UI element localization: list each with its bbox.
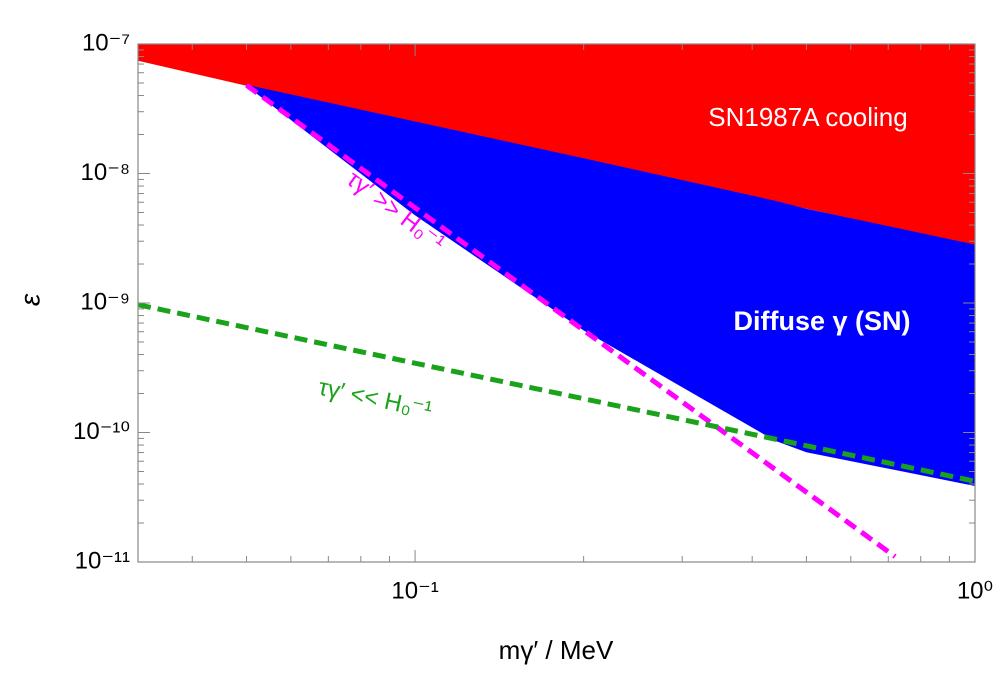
y-tick-label: 10⁻⁷	[82, 29, 130, 56]
line-label: τγ′ << H₀⁻¹	[316, 374, 434, 424]
y-tick-label: 10⁻¹¹	[75, 547, 130, 574]
y-tick-label: 10⁻¹⁰	[73, 418, 130, 445]
region-label: SN1987A cooling	[708, 102, 907, 132]
x-tick-label: 10⁰	[957, 577, 993, 604]
x-axis-label: mγ′ / MeV	[499, 635, 614, 665]
region-label: Diffuse γ (SN)	[733, 306, 910, 336]
y-tick-label: 10⁻⁸	[81, 159, 131, 186]
x-tick-label: 10⁻¹	[391, 577, 438, 604]
y-tick-label: 10⁻⁹	[80, 288, 130, 315]
y-axis-label: ε	[14, 293, 45, 306]
dashed-line	[137, 302, 976, 484]
dashed-line	[245, 83, 897, 559]
